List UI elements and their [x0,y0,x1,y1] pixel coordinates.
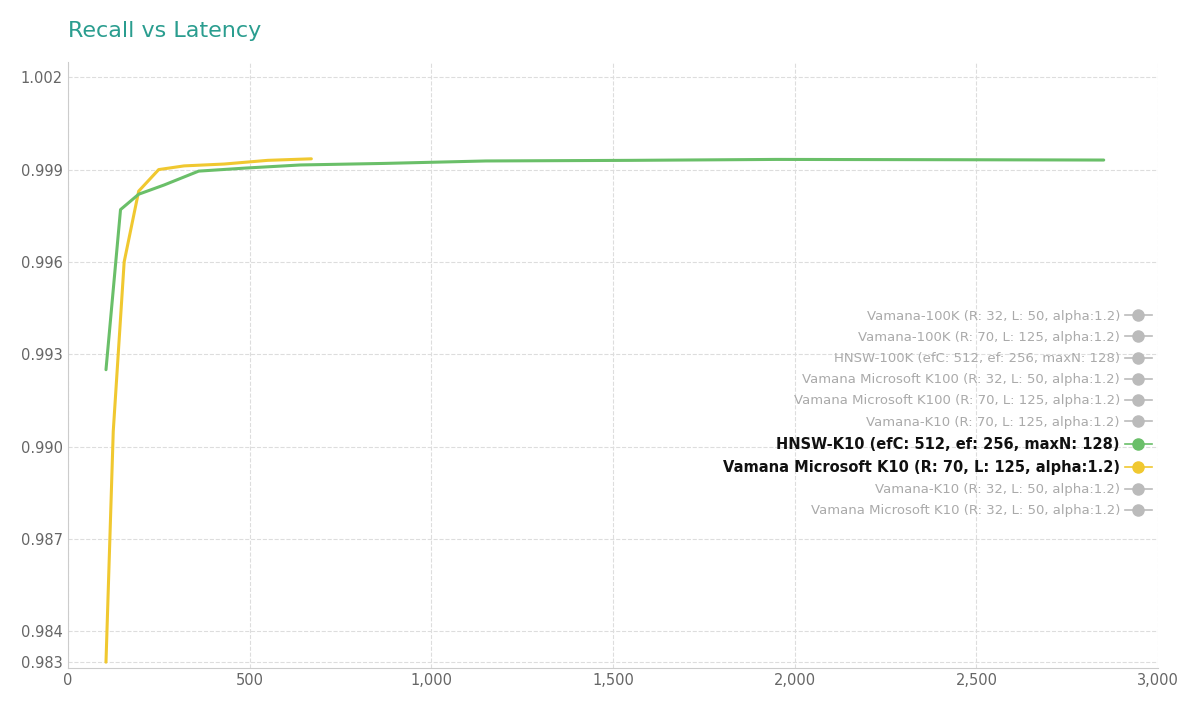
Text: Recall vs Latency: Recall vs Latency [68,21,262,41]
Legend: Vamana-100K (R: 32, L: 50, alpha:1.2), Vamana-100K (R: 70, L: 125, alpha:1.2), H: Vamana-100K (R: 32, L: 50, alpha:1.2), V… [722,310,1152,518]
